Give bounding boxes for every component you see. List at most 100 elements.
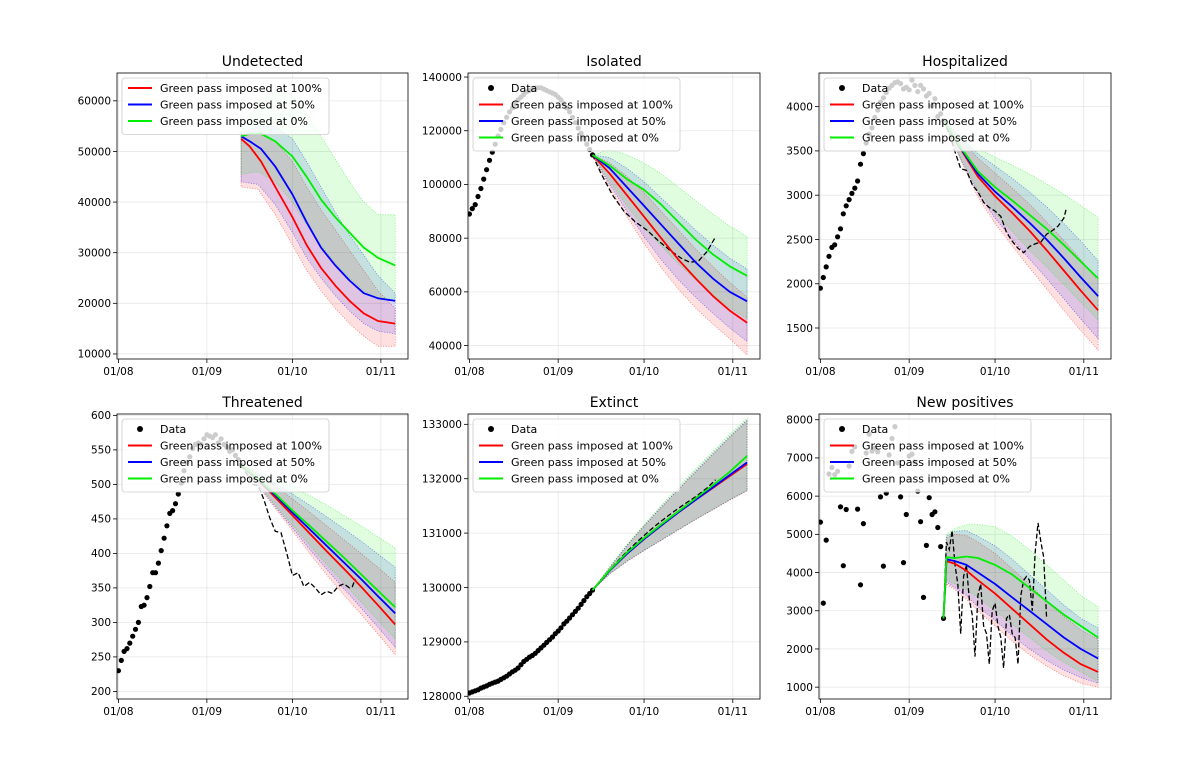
extinct-title: Extinct bbox=[590, 395, 639, 411]
new-positives-y-tick-label: 6000 bbox=[786, 491, 813, 503]
isolated-y-tick-label: 40000 bbox=[429, 340, 462, 352]
threatened-data-point bbox=[130, 633, 136, 639]
isolated-data-point bbox=[472, 202, 478, 208]
hospitalized-data-point bbox=[849, 190, 855, 196]
threatened-axes-frame bbox=[116, 413, 409, 700]
isolated-line-green-pass-imposed-at-50 bbox=[591, 154, 748, 303]
extinct-y-tick-label: 129000 bbox=[422, 637, 462, 649]
isolated-legend-box bbox=[472, 77, 681, 152]
new-positives-data-point bbox=[855, 506, 861, 512]
threatened-y-tick-label: 350 bbox=[91, 583, 111, 595]
isolated-legend-label: Green pass imposed at 50% bbox=[511, 115, 666, 128]
undetected-x-tick-label: 01/08 bbox=[103, 366, 133, 378]
threatened-data-point bbox=[118, 657, 124, 664]
new-positives-data-dashed-line bbox=[942, 522, 1048, 669]
threatened-data-point bbox=[141, 602, 147, 608]
isolated-x-tick-label: 01/09 bbox=[543, 366, 573, 378]
isolated-data-point bbox=[481, 176, 487, 182]
new-positives-y-tick-label: 3000 bbox=[786, 606, 813, 618]
new-positives-y-tick-label: 4000 bbox=[786, 567, 813, 579]
undetected-plot-area bbox=[240, 90, 396, 347]
new-positives-line-green-pass-imposed-at-50 bbox=[942, 558, 1099, 660]
hospitalized-data-point bbox=[823, 264, 829, 270]
hospitalized-data-point bbox=[860, 151, 867, 157]
undetected-line-green-pass-imposed-at-50 bbox=[240, 135, 396, 302]
new-positives-data-point bbox=[877, 494, 884, 500]
threatened-legend-marker-data bbox=[137, 426, 143, 432]
threatened-legend-label: Green pass imposed at 50% bbox=[160, 456, 315, 469]
new-positives-data-point bbox=[840, 563, 846, 569]
hospitalized-data-dashed-line bbox=[942, 120, 1068, 254]
new-positives-legend-label: Green pass imposed at 0% bbox=[862, 473, 1010, 486]
new-positives-data-point bbox=[938, 544, 944, 550]
hospitalized-axes-frame bbox=[818, 72, 1112, 360]
new-positives-data-point bbox=[880, 563, 887, 569]
hospitalized-x-tick-label: 01/10 bbox=[980, 366, 1010, 378]
undetected-y-tick-label: 50000 bbox=[78, 146, 111, 158]
extinct-legend-label: Green pass imposed at 0% bbox=[511, 473, 659, 486]
isolated-plot-area bbox=[468, 85, 748, 356]
new-positives-legend-box bbox=[823, 418, 1032, 493]
hospitalized-y-tick-label: 2500 bbox=[786, 234, 813, 246]
isolated-data-point bbox=[478, 185, 484, 192]
new-positives-data-point bbox=[843, 506, 849, 513]
threatened-data-point bbox=[127, 640, 133, 646]
extinct-x-tick-label: 01/11 bbox=[718, 706, 748, 718]
isolated-data-point bbox=[469, 206, 475, 212]
threatened-y-tick-label: 500 bbox=[91, 479, 111, 491]
hospitalized-data-point bbox=[820, 274, 826, 281]
hospitalized-data-point bbox=[826, 253, 832, 259]
extinct-data-point bbox=[575, 605, 581, 611]
hospitalized-legend-label: Green pass imposed at 100% bbox=[862, 99, 1024, 112]
new-positives-line-green-pass-imposed-at-100 bbox=[942, 560, 1099, 673]
new-positives-legend-label: Green pass imposed at 100% bbox=[862, 440, 1024, 453]
new-positives-data-point bbox=[837, 504, 844, 510]
isolated-legend-label: Green pass imposed at 0% bbox=[511, 132, 659, 145]
undetected-band-green-pass-imposed-at-50 bbox=[240, 125, 396, 335]
new-positives-legend-label: Green pass imposed at 50% bbox=[862, 456, 1017, 469]
new-positives-x-tick-label: 01/08 bbox=[805, 706, 835, 718]
new-positives-data-point bbox=[898, 494, 904, 500]
extinct-y-tick-label: 133000 bbox=[422, 419, 462, 431]
undetected-y-tick-label: 30000 bbox=[78, 247, 111, 259]
threatened-data-point bbox=[152, 570, 159, 576]
undetected-y-tick-label: 20000 bbox=[78, 298, 111, 310]
isolated-y-tick-label: 140000 bbox=[422, 72, 462, 84]
isolated-y-tick-label: 100000 bbox=[422, 179, 462, 191]
extinct-legend-label: Green pass imposed at 100% bbox=[511, 440, 673, 453]
isolated-x-tick-label: 01/08 bbox=[454, 366, 484, 378]
threatened-data-point bbox=[147, 583, 153, 590]
extinct-data-point bbox=[581, 598, 587, 604]
hospitalized-data-point bbox=[857, 161, 864, 167]
new-positives-y-tick-label: 1000 bbox=[786, 682, 813, 694]
hospitalized-legend-marker-data bbox=[839, 85, 845, 91]
threatened-data-point bbox=[135, 619, 141, 626]
threatened-data-point bbox=[117, 668, 121, 674]
hospitalized-x-tick-label: 01/11 bbox=[1069, 366, 1099, 378]
hospitalized-data-point bbox=[846, 197, 852, 203]
new-positives-data-point bbox=[819, 519, 823, 525]
extinct-legend-box bbox=[472, 418, 681, 493]
threatened-band-green-pass-imposed-at-0 bbox=[240, 464, 396, 641]
new-positives-legend: Data Green pass imposed at 100% Green pass… bbox=[823, 418, 1032, 493]
new-positives-data-point bbox=[923, 542, 930, 549]
extinct-axes-frame bbox=[467, 413, 761, 700]
new-positives-x-tick-label: 01/11 bbox=[1069, 706, 1099, 718]
extinct-data-point bbox=[558, 625, 564, 631]
undetected-x-tick-label: 01/09 bbox=[192, 366, 222, 378]
hospitalized-band-green-pass-imposed-at-0 bbox=[943, 120, 1099, 321]
threatened-y-tick-label: 450 bbox=[91, 514, 111, 526]
new-positives-data-point bbox=[857, 582, 864, 588]
threatened-y-tick-label: 400 bbox=[91, 548, 111, 560]
extinct-y-tick-label: 132000 bbox=[422, 474, 462, 486]
threatened-y-tick-label: 200 bbox=[91, 686, 111, 698]
threatened-y-tick-label: 600 bbox=[91, 410, 111, 422]
isolated-data-point bbox=[484, 167, 490, 173]
extinct-x-tick-label: 01/09 bbox=[543, 706, 573, 718]
isolated-legend-marker-data bbox=[488, 85, 494, 91]
extinct-panel: 01/08 01/09 01/10 01/11 128000 129000 130000 13… bbox=[422, 395, 761, 718]
hospitalized-y-tick-label: 4000 bbox=[786, 101, 813, 113]
extinct-band-green-pass-imposed-at-0 bbox=[592, 417, 748, 591]
extinct-plot-area bbox=[468, 417, 748, 696]
extinct-x-tick-label: 01/08 bbox=[454, 706, 484, 718]
